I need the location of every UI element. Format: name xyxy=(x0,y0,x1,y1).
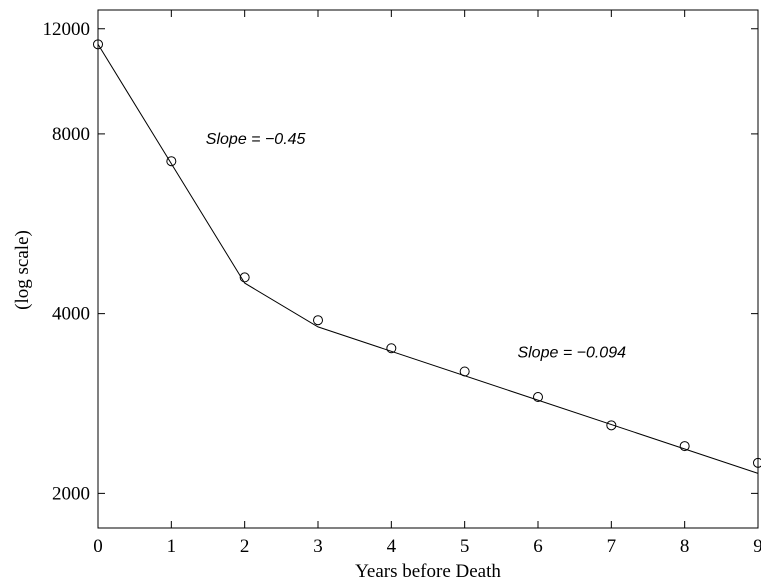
data-point xyxy=(459,366,470,377)
x-tick-label: 4 xyxy=(387,536,397,557)
x-tick-label: 9 xyxy=(753,536,761,557)
data-point xyxy=(313,315,323,326)
data-point xyxy=(606,420,617,431)
y-axis-title: (log scale) xyxy=(12,230,33,310)
y-tick-label: 4000 xyxy=(52,304,90,325)
y-tick-label: 2000 xyxy=(52,483,90,504)
data-point xyxy=(93,39,103,50)
x-tick-label: 7 xyxy=(607,536,617,557)
data-point xyxy=(239,272,250,283)
x-axis: 0 1 2 3 4 5 6 7 8 9 xyxy=(93,10,761,557)
data-markers xyxy=(93,39,761,468)
annotations: Slope = −0.45 Slope = −0.094 xyxy=(206,131,626,362)
x-tick-label: 6 xyxy=(533,536,543,557)
plot-frame xyxy=(97,9,759,529)
x-tick-label: 0 xyxy=(93,536,103,557)
y-tick-label: 8000 xyxy=(52,124,90,145)
x-tick-label: 2 xyxy=(240,536,250,557)
y-tick-label: 12000 xyxy=(43,19,91,40)
x-tick-label: 3 xyxy=(313,536,323,557)
y-axis: 2000 4000 8000 12000 xyxy=(43,19,758,504)
data-point xyxy=(166,156,177,167)
fitted-line xyxy=(97,44,759,474)
slope-annotation: Slope = −0.094 xyxy=(517,344,626,361)
series-lines xyxy=(97,44,759,474)
x-tick-label: 5 xyxy=(460,536,470,557)
data-point xyxy=(533,392,543,403)
slope-annotation: Slope = −0.45 xyxy=(206,131,306,148)
x-axis-title: Years before Death xyxy=(355,561,501,580)
data-point xyxy=(386,343,397,354)
data-point xyxy=(679,441,690,452)
x-tick-label: 8 xyxy=(680,536,690,557)
data-point xyxy=(753,457,761,468)
x-tick-label: 1 xyxy=(167,536,177,557)
